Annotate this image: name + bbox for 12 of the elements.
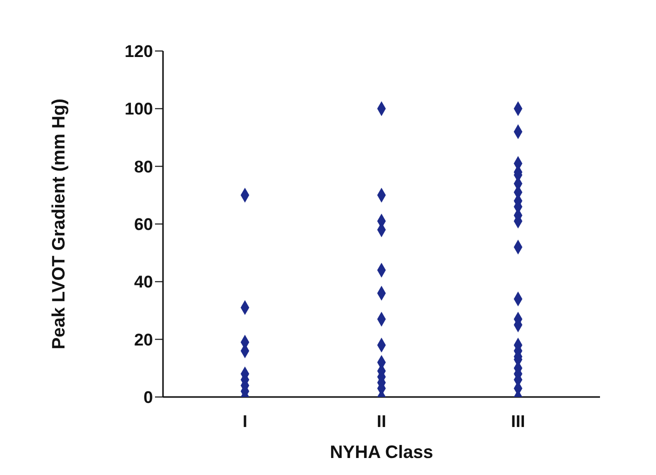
y-tick-label: 100	[124, 100, 153, 119]
y-tick-label: 0	[144, 388, 153, 408]
y-tick-label: 120	[124, 42, 153, 62]
x-tick-label: III	[510, 412, 526, 432]
x-axis-title: NYHA Class	[330, 442, 434, 462]
y-tick-label: 40	[134, 272, 153, 292]
y-tick-label: 20	[134, 330, 153, 350]
y-axis-title: Peak LVOT Gradient (mm Hg)	[48, 98, 68, 350]
x-tick-label: I	[242, 412, 248, 432]
y-tick-label: 80	[134, 157, 153, 176]
y-tick-label: 60	[134, 215, 153, 234]
x-tick-label: II	[376, 412, 386, 432]
